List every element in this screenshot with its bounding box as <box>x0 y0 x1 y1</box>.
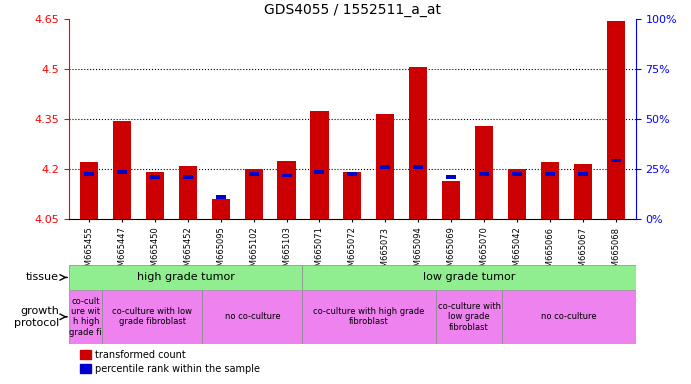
Bar <box>578 172 588 176</box>
Bar <box>314 170 325 174</box>
Bar <box>574 164 592 219</box>
Title: GDS4055 / 1552511_a_at: GDS4055 / 1552511_a_at <box>264 3 441 17</box>
Bar <box>380 166 390 169</box>
Bar <box>69 290 102 344</box>
Bar <box>80 350 91 359</box>
Bar <box>182 175 193 179</box>
Bar <box>475 126 493 219</box>
Bar <box>607 21 625 219</box>
Bar <box>442 180 460 219</box>
Bar <box>512 172 522 176</box>
Bar <box>541 162 559 219</box>
Text: transformed count: transformed count <box>95 350 185 360</box>
Text: percentile rank within the sample: percentile rank within the sample <box>95 364 260 374</box>
Text: high grade tumor: high grade tumor <box>137 272 235 283</box>
Bar <box>545 172 555 176</box>
Text: no co-culture: no co-culture <box>225 312 281 321</box>
Bar <box>245 169 263 219</box>
Bar <box>310 111 328 219</box>
Bar <box>117 170 126 174</box>
Bar <box>84 172 94 176</box>
Bar <box>303 265 636 290</box>
Bar <box>102 290 202 344</box>
Bar <box>348 172 357 176</box>
Bar <box>278 161 296 219</box>
Bar <box>479 172 489 176</box>
Bar <box>377 114 395 219</box>
Text: tissue: tissue <box>26 272 59 283</box>
Text: growth
protocol: growth protocol <box>14 306 59 328</box>
Bar <box>343 172 361 219</box>
Bar <box>281 174 292 177</box>
Bar <box>202 290 303 344</box>
Bar <box>80 364 91 373</box>
Bar <box>69 265 303 290</box>
Bar <box>446 175 456 179</box>
Text: co-culture with
low grade
fibroblast: co-culture with low grade fibroblast <box>437 302 500 332</box>
Bar <box>502 290 636 344</box>
Bar <box>413 166 424 169</box>
Bar <box>508 169 526 219</box>
Bar <box>249 172 258 176</box>
Bar <box>611 159 621 162</box>
Text: co-cult
ure wit
h high
grade fi: co-cult ure wit h high grade fi <box>70 297 102 337</box>
Bar <box>436 290 502 344</box>
Text: low grade tumor: low grade tumor <box>423 272 515 283</box>
Bar <box>179 166 197 219</box>
Bar <box>216 195 226 199</box>
Bar <box>146 172 164 219</box>
Bar <box>409 68 427 219</box>
Bar <box>79 162 98 219</box>
Text: co-culture with low
grade fibroblast: co-culture with low grade fibroblast <box>113 307 192 326</box>
Bar <box>113 121 131 219</box>
Bar <box>211 199 229 219</box>
Bar <box>303 290 436 344</box>
Text: no co-culture: no co-culture <box>541 312 597 321</box>
Text: co-culture with high grade
fibroblast: co-culture with high grade fibroblast <box>314 307 425 326</box>
Bar <box>150 175 160 179</box>
